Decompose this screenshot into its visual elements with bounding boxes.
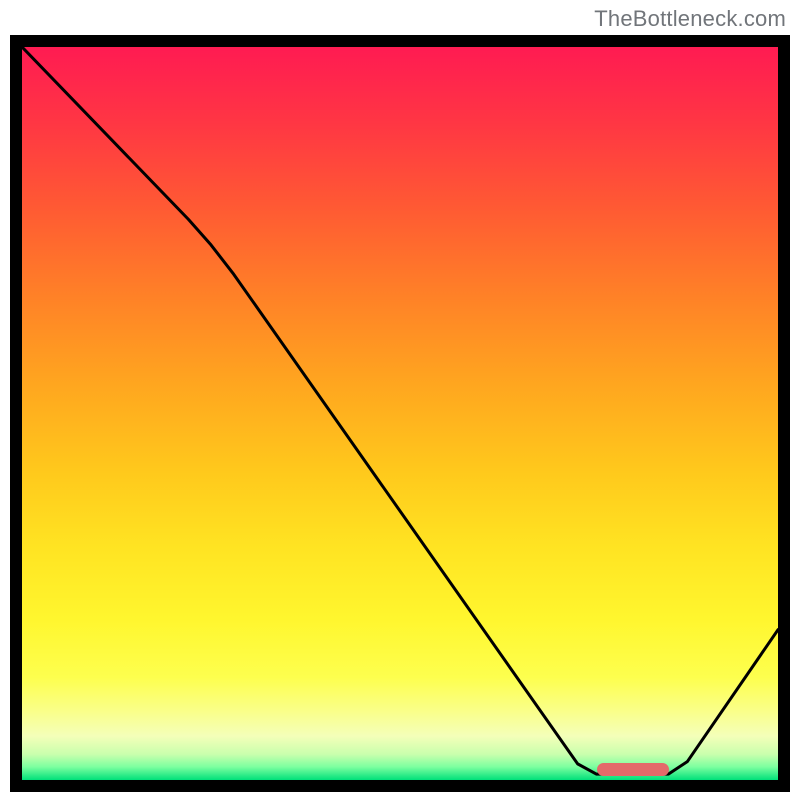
chart-frame-top <box>10 35 790 47</box>
chart-highlight-marker <box>597 763 669 776</box>
chart-background-gradient <box>22 47 778 780</box>
watermark-text: TheBottleneck.com <box>594 6 786 32</box>
chart-frame-right <box>778 35 790 792</box>
chart-frame-bottom <box>10 780 790 792</box>
chart-frame-left <box>10 35 22 792</box>
